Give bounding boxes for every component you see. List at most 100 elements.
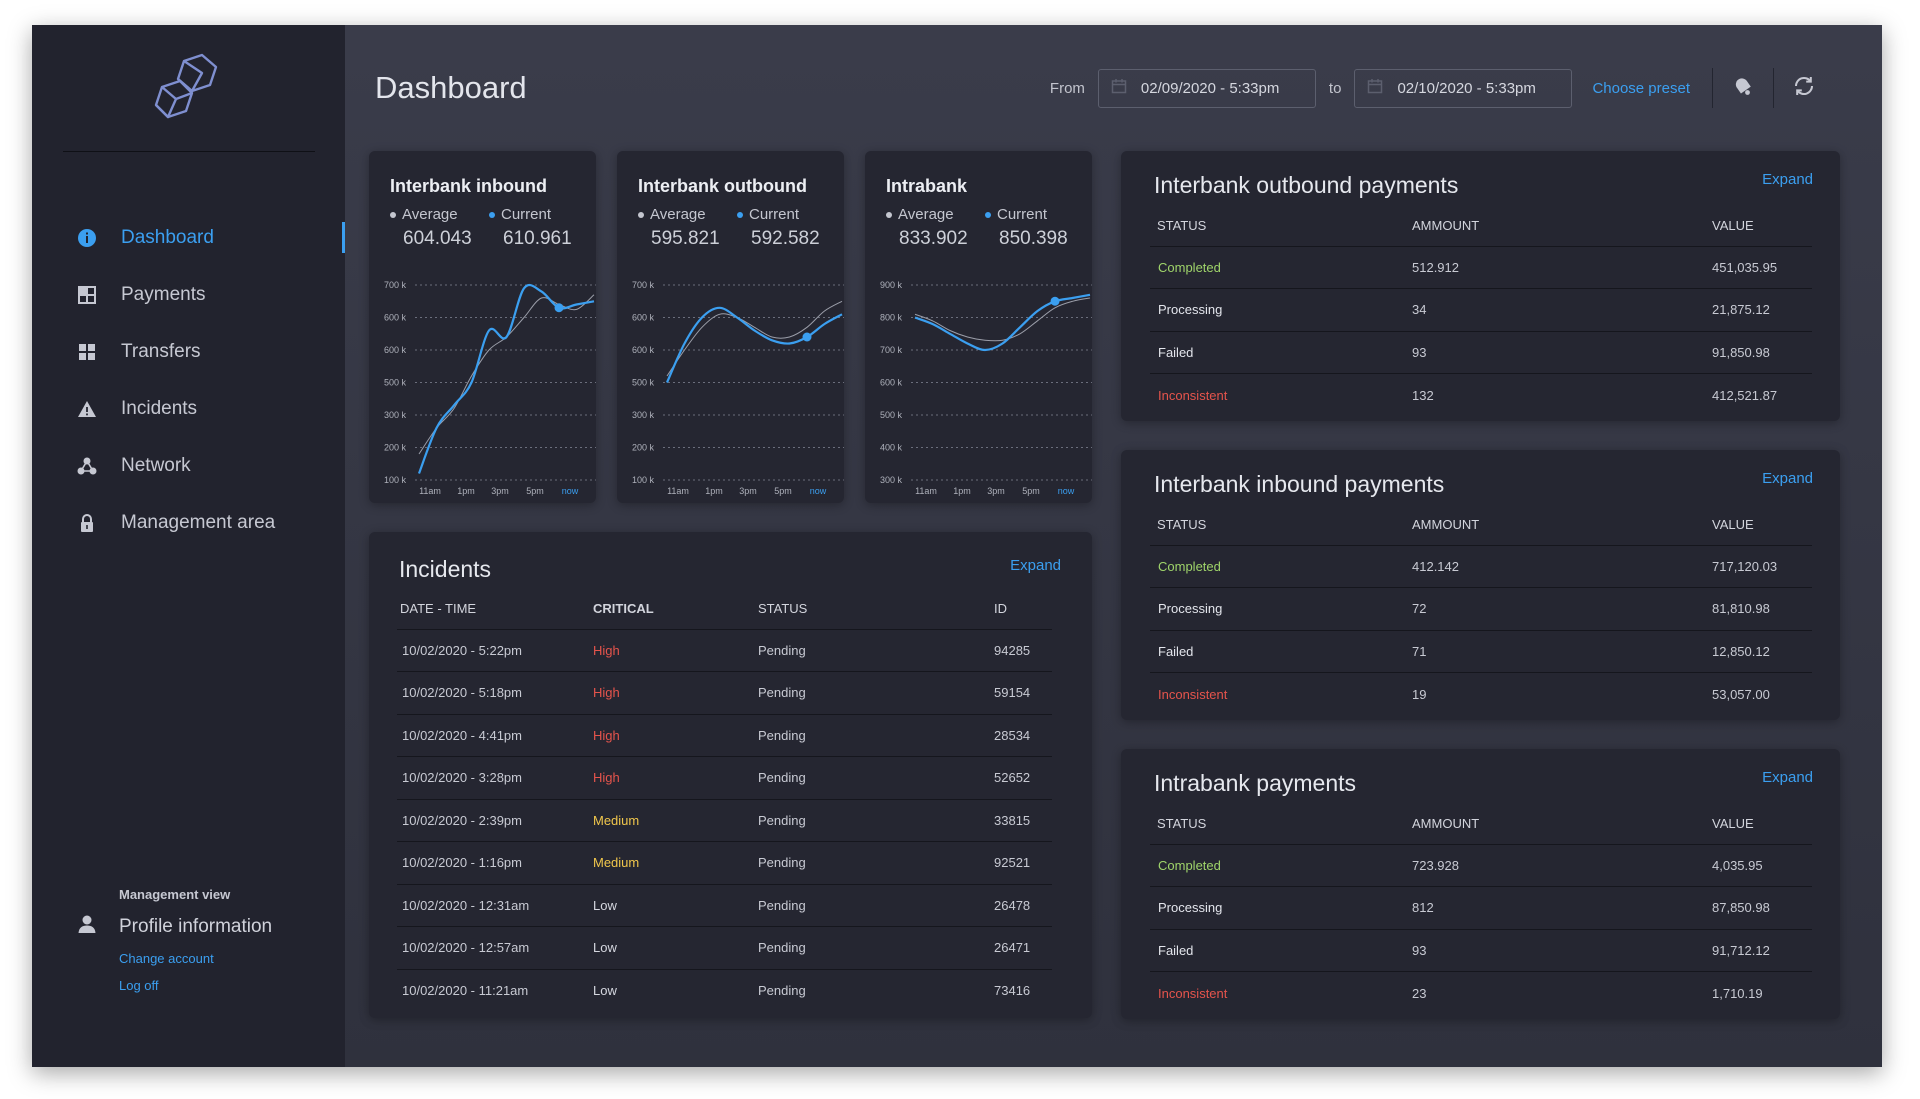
table-row[interactable]: 10/02/2020 - 1:16pm Medium Pending 92521 [397, 841, 1052, 885]
logo-divider [63, 151, 315, 152]
y-tick-label: 500 k [632, 378, 655, 388]
table-row[interactable]: Completed 412.142 717,120.03 [1150, 545, 1812, 588]
table-row[interactable]: 10/02/2020 - 11:21am Low Pending 73416 [397, 969, 1052, 1012]
incident-datetime: 10/02/2020 - 12:57am [397, 926, 593, 970]
legend-label: Current [749, 206, 800, 223]
sidebar-item-payments[interactable]: Payments [32, 266, 345, 323]
from-label: From [1049, 79, 1085, 97]
change-account-link[interactable]: Change account [119, 951, 214, 966]
incident-datetime: 10/02/2020 - 5:18pm [397, 671, 593, 715]
to-date-input[interactable]: 02/10/2020 - 5:33pm [1354, 68, 1573, 108]
incident-id: 94285 [994, 629, 1052, 672]
payment-amount: 412.142 [1412, 545, 1712, 588]
table-row[interactable]: 10/02/2020 - 5:18pm High Pending 59154 [397, 671, 1052, 715]
table-row[interactable]: Completed 723.928 4,035.95 [1150, 844, 1812, 887]
x-tick-label: 3pm [491, 486, 509, 496]
sidebar-item-management-area[interactable]: Management area [32, 494, 345, 551]
current-point-marker [554, 303, 564, 313]
app-window: Dashboard Payments Transfers Incidents [32, 25, 1882, 1067]
column-header: VALUE [1712, 804, 1812, 845]
notifications-button[interactable] [1723, 68, 1763, 108]
table-row[interactable]: Processing 72 81,810.98 [1150, 587, 1812, 631]
incident-critical: Medium [593, 799, 758, 842]
current-point-marker [1050, 296, 1060, 306]
y-tick-label: 300 k [632, 410, 655, 420]
panel-expand-link[interactable]: Expand [1762, 171, 1813, 188]
table-row[interactable]: Failed 93 91,712.12 [1150, 929, 1812, 972]
main-content: Dashboard From 02/09/2020 - 5:33pm to 02… [345, 25, 1882, 1067]
intrabank-payments-card: Intrabank payments Expand STATUS AMMOUNT VAL… [1121, 749, 1840, 1019]
payment-value: 717,120.03 [1712, 545, 1812, 588]
x-tick-label: 11am [419, 486, 441, 496]
current-series-line [914, 293, 1091, 352]
incident-critical: High [593, 671, 758, 715]
payment-value: 451,035.95 [1712, 246, 1812, 289]
sidebar-item-incidents[interactable]: Incidents [32, 380, 345, 437]
profile-section: Management view Profile information Chan… [77, 887, 272, 993]
table-row[interactable]: 10/02/2020 - 4:41pm High Pending 28534 [397, 714, 1052, 757]
incident-status: Pending [758, 841, 994, 885]
incidents-expand-link[interactable]: Expand [1010, 557, 1061, 574]
legend-current: Current [489, 206, 551, 223]
y-tick-label: 100 k [632, 475, 655, 485]
payment-status: Completed [1150, 246, 1412, 289]
payment-amount: 72 [1412, 587, 1712, 631]
panel-expand-link[interactable]: Expand [1762, 769, 1813, 786]
table-row[interactable]: Failed 93 91,850.98 [1150, 331, 1812, 374]
sidebar-item-network[interactable]: Network [32, 437, 345, 494]
incidents-card: Incidents Expand DATE - TIME CRITICAL ST… [369, 532, 1092, 1018]
table-row[interactable]: Processing 812 87,850.98 [1150, 886, 1812, 930]
profile-information[interactable]: Profile information [77, 914, 272, 939]
table-row[interactable]: Completed 512.912 451,035.95 [1150, 246, 1812, 289]
table-row[interactable]: Inconsistent 23 1,710.19 [1150, 972, 1812, 1015]
x-tick-label: 11am [915, 486, 937, 496]
payment-amount: 132 [1412, 387, 1434, 403]
incident-id: 52652 [994, 756, 1052, 800]
panel-expand-link[interactable]: Expand [1762, 470, 1813, 487]
legend-dot [638, 211, 644, 218]
page-title: Dashboard [375, 70, 527, 105]
y-tick-label: 700 k [632, 280, 655, 290]
y-tick-label: 800 k [880, 313, 903, 323]
from-date-input[interactable]: 02/09/2020 - 5:33pm [1097, 68, 1316, 108]
table-row[interactable]: 10/02/2020 - 3:28pm High Pending 52652 [397, 756, 1052, 800]
to-label: to [1328, 79, 1342, 97]
log-off-link[interactable]: Log off [119, 978, 159, 993]
refresh-button[interactable] [1784, 68, 1824, 108]
table-header-row: STATUS AMMOUNT VALUE [1150, 804, 1812, 845]
table-row[interactable]: 10/02/2020 - 5:22pm High Pending 94285 [397, 629, 1052, 672]
y-tick-label: 500 k [880, 410, 903, 420]
x-tick-label: 5pm [526, 486, 544, 496]
table-row[interactable]: Processing 34 21,875.12 [1150, 288, 1812, 332]
payment-value: 12,850.12 [1712, 630, 1812, 673]
incident-status: Pending [758, 799, 994, 842]
x-tick-label: 1pm [953, 486, 971, 496]
current-value: 850.398 [999, 228, 1068, 249]
column-header: STATUS [1150, 505, 1412, 546]
table-row[interactable]: Inconsistent 132 412,521.87 [1150, 374, 1812, 417]
table-row[interactable]: 10/02/2020 - 12:57am Low Pending 26471 [397, 926, 1052, 970]
legend-label: Average [650, 206, 706, 223]
payment-value: 1,710.19 [1712, 985, 1763, 1001]
table-row[interactable]: 10/02/2020 - 2:39pm Medium Pending 33815 [397, 799, 1052, 842]
legend-label: Current [501, 206, 552, 223]
table-row[interactable]: Inconsistent 19 53,057.00 [1150, 673, 1812, 716]
x-tick-label: 5pm [1022, 486, 1040, 496]
y-tick-label: 700 k [880, 345, 903, 355]
current-series-line [665, 306, 843, 383]
table-row[interactable]: Failed 71 12,850.12 [1150, 630, 1812, 673]
sidebar-nav: Dashboard Payments Transfers Incidents [32, 209, 345, 551]
management-view-caption: Management view [119, 887, 231, 902]
current-value: 610.961 [503, 228, 572, 249]
choose-preset-link[interactable]: Choose preset [1592, 79, 1690, 97]
to-date-value: 02/10/2020 - 5:33pm [1397, 79, 1536, 97]
calendar-icon [1111, 78, 1127, 99]
sidebar-item-dashboard[interactable]: Dashboard [32, 209, 345, 266]
incident-critical: Medium [593, 841, 758, 885]
sidebar-item-label: Transfers [121, 340, 201, 362]
incident-id: 26471 [994, 926, 1052, 970]
payment-value: 53,057.00 [1712, 686, 1770, 702]
table-row[interactable]: 10/02/2020 - 12:31am Low Pending 26478 [397, 884, 1052, 927]
sidebar-item-transfers[interactable]: Transfers [32, 323, 345, 380]
column-header: AMMOUNT [1412, 804, 1712, 845]
